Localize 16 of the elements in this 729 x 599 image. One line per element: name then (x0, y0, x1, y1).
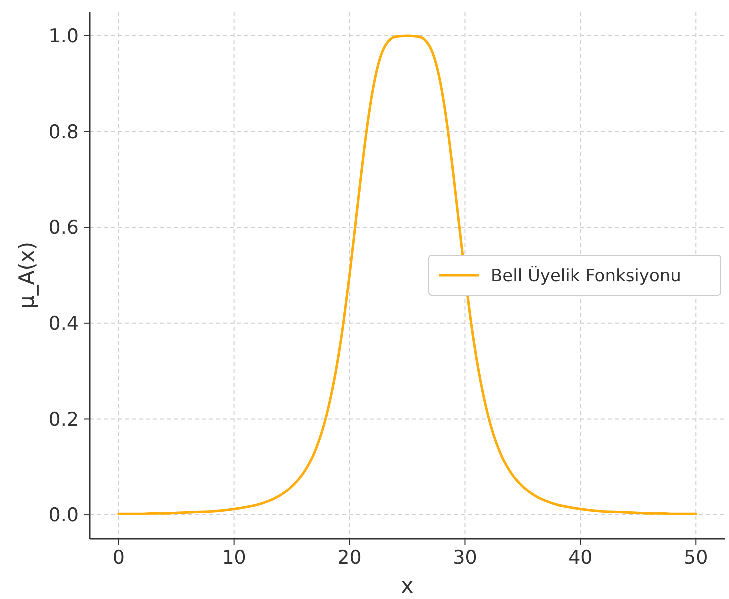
y-tick-label: 0.4 (48, 313, 79, 336)
line-series (118, 34, 698, 516)
y-tick-label: 1.0 (48, 26, 79, 48)
x-tick-label: 30 (453, 547, 478, 569)
x-tick-label: 10 (222, 547, 246, 569)
x-tick-label: 50 (684, 547, 708, 569)
y-tick-label: 0.0 (48, 504, 79, 527)
y-tick-label: 0.8 (48, 121, 79, 144)
x-axis-title: x (401, 574, 414, 598)
legend-label: Bell Üyelik Fonksiyonu (491, 265, 682, 286)
y-axis-title: μ_A(x) (15, 242, 39, 310)
y-tick-label: 0.2 (48, 408, 79, 431)
x-tick-label: 20 (338, 547, 362, 569)
x-tick-label: 0 (112, 547, 125, 569)
y-tick-label: 0.6 (48, 217, 79, 240)
x-tick-label: 40 (568, 547, 593, 569)
